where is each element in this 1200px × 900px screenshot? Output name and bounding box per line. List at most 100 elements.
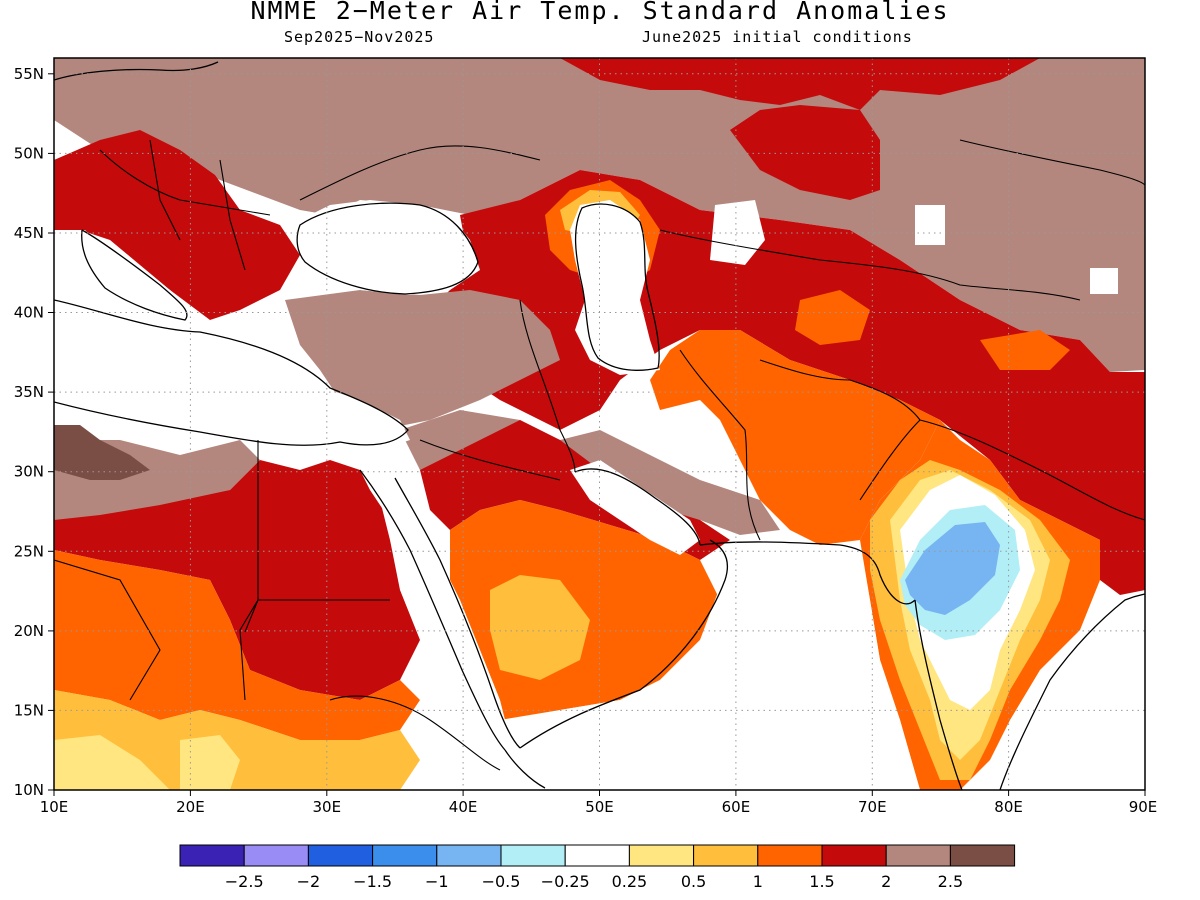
- masked-caspian: [570, 200, 660, 375]
- anomaly-region-orange-tibet: [980, 330, 1070, 370]
- lon-label: 10E: [40, 798, 69, 816]
- latitude-labels: 10N 15N 20N 25N 30N 35N 40N 45N 50N 55N: [14, 65, 44, 799]
- border-saudi-north: [419, 439, 561, 481]
- border-libya-chad: [239, 599, 259, 701]
- anomaly-region-red-northeast: [730, 105, 880, 200]
- border-europe-2: [149, 139, 181, 241]
- longitude-labels: 10E 20E 30E 40E 50E 60E 70E 80E 90E: [40, 798, 1158, 816]
- masked-mediterranean: [54, 300, 410, 450]
- lon-label: 20E: [176, 798, 205, 816]
- colorbar-swatch: [757, 844, 823, 867]
- forecast-period: Sep2025−Nov2025: [284, 28, 435, 46]
- anomaly-region-red-europe: [54, 130, 300, 320]
- anomaly-region-blue-india: [905, 522, 1000, 615]
- colorbar-label: −0.25: [541, 872, 590, 891]
- border-kazakhstan: [659, 229, 1081, 301]
- anomaly-region-brown-turkey: [285, 290, 560, 430]
- lon-label: 70E: [858, 798, 887, 816]
- lat-label: 30N: [14, 463, 44, 481]
- colorbar-swatch: [564, 844, 630, 867]
- border-europe-3: [219, 159, 246, 271]
- india-west-coast: [914, 599, 963, 790]
- border-sahel: [54, 559, 161, 701]
- initial-conditions: June2025 initial conditions: [642, 28, 913, 46]
- border-iraq-iran: [519, 299, 576, 473]
- masked-black-sea: [300, 200, 480, 295]
- colorbar-label: 0.5: [681, 872, 706, 891]
- anomaly-region-orange-central-asia: [795, 290, 870, 345]
- northern-coast: [54, 61, 219, 81]
- lon-label: 80E: [994, 798, 1023, 816]
- border-himalaya: [919, 419, 1145, 521]
- border-afghanistan-pakistan: [759, 359, 921, 501]
- colorbar-swatch: [436, 844, 502, 867]
- anomaly-region-red-north: [560, 58, 1040, 110]
- mediterranean-coast: [54, 299, 409, 446]
- gulf-coast: [574, 468, 701, 546]
- anomaly-region-yellow-south: [54, 735, 170, 790]
- colorbar-swatch: [500, 844, 566, 867]
- arabia-south-coast: [519, 539, 728, 749]
- coastlines: [54, 61, 1145, 790]
- lon-label: 30E: [313, 798, 342, 816]
- masked-arabian-sea: [510, 545, 920, 790]
- anomaly-region-orange-iran: [650, 330, 940, 545]
- lat-label: 40N: [14, 304, 44, 322]
- masked-balkhash: [915, 205, 945, 245]
- colorbar-label: 2: [881, 872, 891, 891]
- masked-red-sea: [360, 470, 510, 740]
- colorbar-swatch: [372, 844, 438, 867]
- lat-label: 20N: [14, 622, 44, 640]
- lon-label: 40E: [449, 798, 478, 816]
- lat-label: 35N: [14, 383, 44, 401]
- lon-label: 60E: [722, 798, 751, 816]
- colorbar-label: −2.5: [225, 872, 264, 891]
- lat-label: 10N: [14, 781, 44, 799]
- graticule: [54, 58, 1145, 790]
- colorbar-swatch: [307, 844, 374, 867]
- colorbar-label: 0.25: [612, 872, 648, 891]
- anomaly-region-lightorange-south: [54, 690, 420, 790]
- political-borders: [54, 139, 1145, 771]
- colorbar-swatch: [693, 844, 759, 867]
- border-europe-1: [99, 149, 271, 216]
- colorbar-label: 1: [753, 872, 763, 891]
- lat-label: 45N: [14, 224, 44, 242]
- lat-label: 15N: [14, 701, 44, 719]
- india-east-coast: [999, 593, 1145, 790]
- colorbar-label: −2: [297, 872, 321, 891]
- colorbar-swatch: [243, 844, 309, 867]
- colorbar-label: 2.5: [938, 872, 963, 891]
- colorbar-label: −1: [425, 872, 449, 891]
- caspian-coast: [574, 203, 660, 371]
- anomaly-region-orange-sahel: [54, 550, 420, 740]
- red-sea-coast-east: [394, 477, 521, 749]
- masked-italy-area: [80, 230, 190, 320]
- colorbar-swatch: [821, 844, 887, 867]
- colorbar-label: 1.5: [809, 872, 834, 891]
- black-sea-coast: [296, 202, 479, 295]
- iran-pakistan-coast: [699, 541, 916, 605]
- lat-label: 55N: [14, 65, 44, 83]
- lat-label: 25N: [14, 542, 44, 560]
- border-china-mongolia: [959, 139, 1145, 186]
- lat-label: 50N: [14, 144, 44, 162]
- border-russia-ukraine: [299, 145, 541, 201]
- anomaly-region-darkbrown-libya: [54, 425, 150, 480]
- masked-bay-of-bengal: [1010, 595, 1145, 790]
- colorbar: −2.5 −2 −1.5 −1 −0.5 −0.25 0.25 0.5 1 1.5 2 2.5: [179, 844, 1016, 891]
- colorbar-swatch: [949, 844, 1016, 867]
- colorbar-swatch: [179, 844, 245, 867]
- italy-coast: [81, 229, 188, 321]
- lon-label: 90E: [1129, 798, 1158, 816]
- border-ethiopia: [329, 695, 501, 771]
- masked-lake-issyk: [1090, 268, 1118, 294]
- colorbar-swatch: [885, 844, 951, 867]
- colorbar-swatch: [628, 844, 695, 867]
- red-sea-coast-west: [359, 469, 506, 751]
- anomaly-region-yellow-ethiopia: [180, 735, 240, 790]
- masked-gulf: [570, 460, 700, 555]
- tick-marks: [48, 73, 1146, 796]
- colorbar-label: −0.5: [482, 872, 521, 891]
